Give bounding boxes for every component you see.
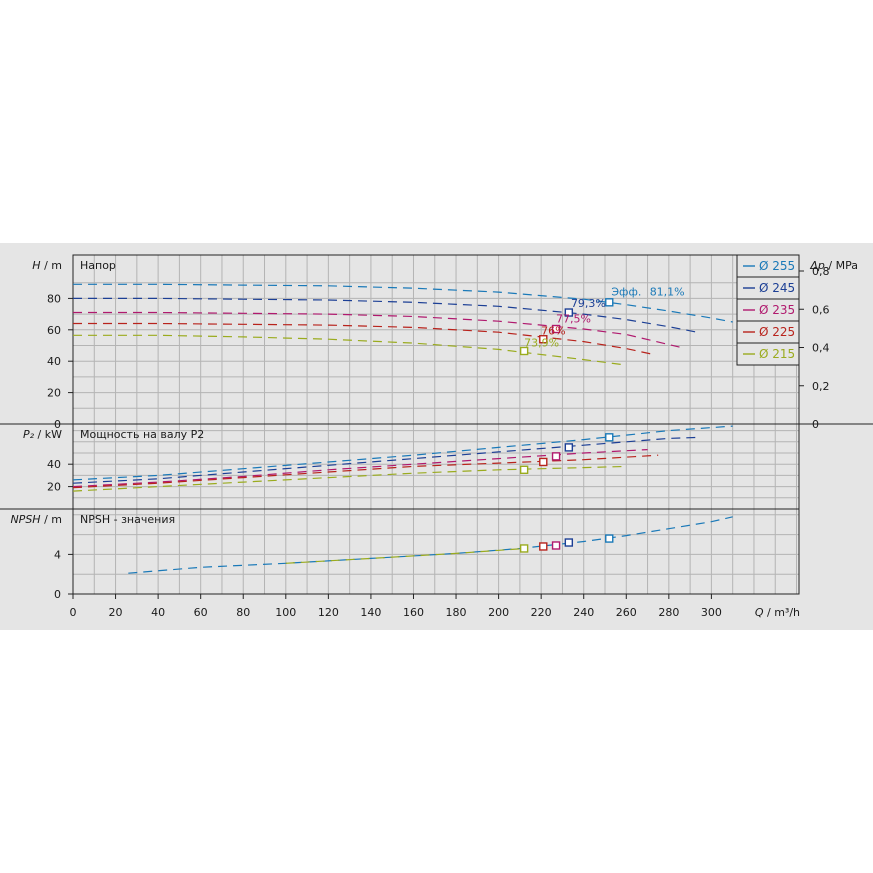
y-axis-label-npsh-unit: m [51, 513, 62, 526]
y-axis-label-npsh-separator: / [41, 513, 52, 526]
x-tick-label: 20 [109, 606, 123, 619]
x-axis-label: Q / m³/h [755, 606, 800, 619]
efficiency-label: Эфф. [611, 285, 641, 298]
operating-point-marker [551, 452, 561, 461]
series-line-power-2 [72, 449, 648, 488]
right-y-tick-label: 0,8 [812, 265, 830, 278]
operating-point-marker [539, 457, 548, 467]
x-tick-label: 60 [194, 606, 208, 619]
x-tick-label: 120 [318, 606, 339, 619]
x-tick-label: 280 [658, 606, 679, 619]
operating-point-marker [519, 346, 529, 356]
operating-point-marker [564, 538, 574, 547]
x-tick-label: 0 [70, 606, 77, 619]
y-axis-label-head: H / m [32, 259, 62, 272]
y-tick-label: 40 [47, 458, 61, 471]
panel-title-npsh: NPSH - значения [80, 513, 175, 526]
legend-entry-box [736, 342, 800, 366]
y-tick-label: 80 [47, 292, 61, 305]
efficiency-label: 81,1% [650, 285, 685, 298]
text-layer: 0 20 40 60 80 100 120 140 160 180 200 220 240 260 280 3… [10, 259, 858, 619]
x-tick-label: 260 [616, 606, 637, 619]
y-axis-label-power-var: P₂ [23, 428, 35, 441]
right-y-tick-label: 0,4 [812, 342, 830, 355]
operating-point-marker [539, 542, 548, 551]
y-axis-label-head-var: H [32, 259, 40, 272]
legend: Ø 255 Ø 245 Ø 235 Ø 225 Ø 215 [736, 254, 800, 366]
operating-point-marker [539, 335, 548, 344]
x-tick-label: 220 [531, 606, 552, 619]
panel-title-head: Напор [80, 259, 116, 272]
legend-entry-label: Ø 255 [759, 259, 795, 273]
x-tick-label: 40 [151, 606, 165, 619]
right-y-axis-label: Δp / MPa [809, 259, 858, 272]
right-y-axis-label-unit: MPa [836, 259, 858, 272]
series-line-head-4 [73, 334, 627, 366]
y-axis-label-head-separator: / [41, 259, 52, 272]
right-y-axis-label-var: Δp [809, 259, 825, 272]
x-tick-label: 300 [701, 606, 722, 619]
y-axis-label-power-separator: / [34, 428, 45, 441]
y-tick-label: 0 [54, 588, 61, 601]
series-line-npsh-1 [285, 547, 525, 564]
panel-title-power: Мощность на валу P2 [80, 428, 204, 441]
series-line-npsh-0 [128, 516, 733, 574]
series-line-power-3 [72, 454, 659, 489]
pump-curve-chart: 0 20 40 60 80 100 120 140 160 180 200 220 240 260 280 3… [0, 243, 873, 630]
legend-entry-label: Ø 235 [759, 303, 795, 317]
x-tick-label: 180 [446, 606, 467, 619]
series-line-head-1 [73, 297, 701, 334]
operating-point-marker [551, 541, 561, 550]
x-tick-label: 100 [275, 606, 296, 619]
right-y-axis-label-separator: / [825, 259, 836, 272]
efficiency-label: 76% [541, 325, 565, 338]
x-tick-label: 140 [360, 606, 381, 619]
x-tick-label: 240 [573, 606, 594, 619]
operating-point-marker [519, 465, 529, 475]
x-tick-label: 80 [236, 606, 250, 619]
x-tick-label: 160 [403, 606, 424, 619]
marker-layer [519, 298, 614, 553]
y-tick-label: 40 [47, 355, 61, 368]
operating-point-marker [551, 324, 561, 334]
operating-point-marker [564, 443, 574, 452]
legend-entry-label: Ø 245 [759, 281, 795, 295]
y-axis-label-power-unit: kW [45, 428, 62, 441]
efficiency-label: 77,5% [556, 313, 591, 326]
operating-point-marker [605, 433, 614, 442]
y-axis-label-head-unit: m [51, 259, 62, 272]
chart-canvas: 0 20 40 60 80 100 120 140 160 180 200 220 240 260 280 3… [0, 254, 873, 619]
operating-point-marker [605, 534, 614, 543]
efficiency-label: 73,9% [524, 336, 559, 349]
series-line-power-1 [72, 436, 701, 484]
series-line-head-0 [73, 283, 733, 323]
x-axis-label-separator: / [763, 606, 774, 619]
y-tick-label: 60 [47, 324, 61, 337]
y-tick-label: 20 [47, 481, 61, 494]
legend-entry-label: Ø 225 [759, 325, 795, 339]
right-y-tick-label: 0 [812, 418, 819, 431]
series-line-head-2 [73, 311, 680, 348]
right-y-tick-label: 0,2 [812, 380, 830, 393]
y-tick-label: 4 [54, 548, 61, 561]
x-tick-label: 200 [488, 606, 509, 619]
y-axis-label-power: P₂ / kW [23, 428, 62, 441]
x-axis-label-var: Q [755, 606, 764, 619]
y-axis-label-npsh-var: NPSH [10, 513, 40, 526]
right-y-tick-label: 0,6 [812, 303, 830, 316]
operating-point-marker [519, 544, 529, 553]
legend-entry-label: Ø 215 [759, 347, 795, 361]
plot-frames [0, 254, 873, 599]
x-axis-label-unit: m³/h [774, 606, 800, 619]
operating-point-marker [605, 298, 614, 307]
series-line-power-4 [72, 465, 627, 492]
y-axis-label-npsh: NPSH / m [10, 513, 62, 526]
series-line-head-3 [73, 322, 652, 355]
series-layer [72, 283, 733, 574]
y-tick-label: 20 [47, 387, 61, 400]
operating-point-marker [564, 308, 574, 317]
efficiency-label: 79,3% [571, 297, 606, 310]
series-line-power-0 [72, 425, 733, 481]
y-tick-label: 0 [54, 418, 61, 431]
